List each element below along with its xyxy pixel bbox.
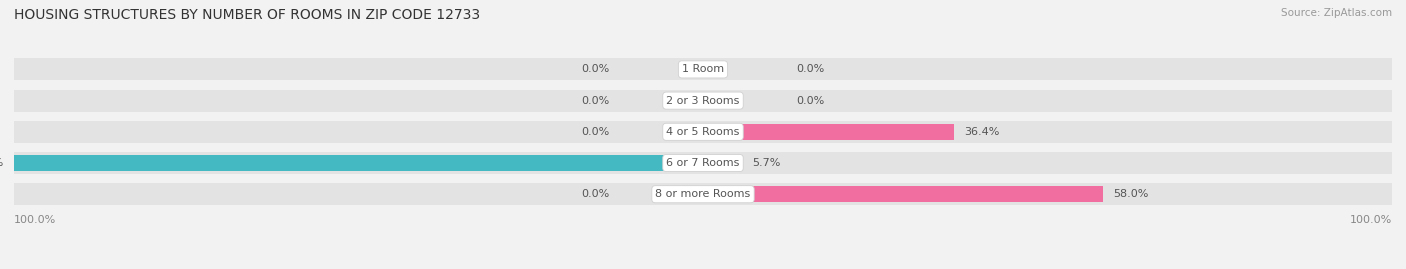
Text: 2 or 3 Rooms: 2 or 3 Rooms: [666, 95, 740, 106]
Text: 6 or 7 Rooms: 6 or 7 Rooms: [666, 158, 740, 168]
Text: 100.0%: 100.0%: [1350, 214, 1392, 225]
Text: 5.7%: 5.7%: [752, 158, 780, 168]
Text: 1 Room: 1 Room: [682, 64, 724, 75]
Text: 4 or 5 Rooms: 4 or 5 Rooms: [666, 127, 740, 137]
Text: 0.0%: 0.0%: [582, 64, 610, 75]
Text: 8 or more Rooms: 8 or more Rooms: [655, 189, 751, 199]
Text: HOUSING STRUCTURES BY NUMBER OF ROOMS IN ZIP CODE 12733: HOUSING STRUCTURES BY NUMBER OF ROOMS IN…: [14, 8, 481, 22]
Bar: [703, 186, 1102, 202]
Text: 0.0%: 0.0%: [796, 64, 824, 75]
Bar: [14, 121, 1392, 143]
Text: 36.4%: 36.4%: [965, 127, 1000, 137]
Text: 58.0%: 58.0%: [1114, 189, 1149, 199]
Text: 0.0%: 0.0%: [582, 127, 610, 137]
Bar: [14, 152, 1392, 174]
Text: 100.0%: 100.0%: [0, 158, 4, 168]
Text: 0.0%: 0.0%: [796, 95, 824, 106]
Text: 100.0%: 100.0%: [14, 214, 56, 225]
Bar: [703, 155, 742, 171]
Text: 0.0%: 0.0%: [582, 189, 610, 199]
Text: 0.0%: 0.0%: [582, 95, 610, 106]
Bar: [14, 155, 703, 171]
Bar: [703, 124, 953, 140]
Bar: [14, 58, 1392, 80]
Bar: [14, 90, 1392, 112]
Bar: [14, 183, 1392, 205]
Text: Source: ZipAtlas.com: Source: ZipAtlas.com: [1281, 8, 1392, 18]
